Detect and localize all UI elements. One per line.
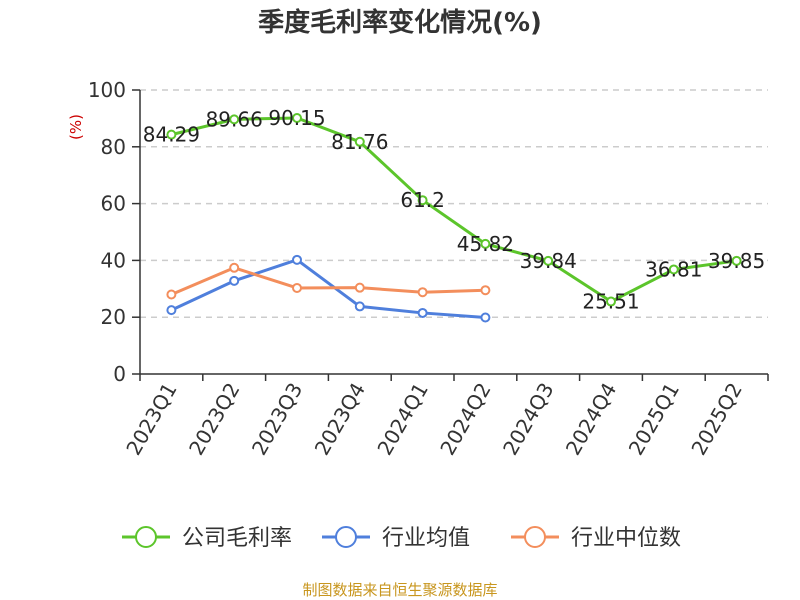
x-tick-label-2024Q2: 2024Q2 (435, 379, 495, 460)
chart-title: 季度毛利率变化情况(%) (258, 7, 542, 38)
data-label-2023Q1: 84.29 (143, 123, 200, 147)
data-point-0-2024Q2 (480, 238, 491, 249)
x-tick-label-2025Q1: 2025Q1 (624, 379, 684, 460)
y-tick-label-60: 60 (101, 192, 126, 216)
data-point-0-2023Q3 (292, 112, 302, 123)
data-point-2-2023Q4 (354, 282, 365, 293)
data-label-2023Q2: 89.66 (206, 107, 263, 131)
data-point-0-2024Q3 (543, 255, 554, 266)
y-tick-label-40: 40 (101, 248, 126, 272)
data-point-0-2023Q4 (354, 136, 365, 147)
data-label-2023Q4: 81.76 (331, 130, 388, 154)
source-note: 制图数据来自恒生聚源数据库 (302, 581, 497, 599)
data-point-2-2023Q3 (292, 282, 302, 293)
data-point-1-2024Q2 (480, 312, 491, 323)
legend-label-1: 行业均值 (382, 526, 470, 551)
data-point-0-2023Q1 (166, 129, 177, 140)
legend-label-0: 公司毛利率 (182, 526, 292, 551)
data-point-2-2024Q1 (417, 287, 428, 298)
y-tick-label-80: 80 (101, 135, 126, 159)
x-tick-label-2023Q4: 2023Q4 (310, 379, 370, 460)
series-line-1 (170, 258, 486, 319)
data-point-1-2023Q1 (166, 305, 177, 316)
data-label-2024Q4: 25.51 (582, 290, 639, 314)
legend-item-0[interactable]: 公司毛利率 (122, 526, 292, 551)
y-tick-label-20: 20 (101, 305, 126, 329)
series-layer (166, 112, 742, 323)
data-label-2023Q3: 90.15 (268, 106, 325, 130)
data-point-1-2023Q2 (229, 275, 240, 286)
y-tick-label-0: 0 (113, 362, 126, 386)
legend-marker-1 (335, 526, 357, 548)
legend-item-2[interactable]: 行业中位数 (511, 526, 681, 551)
data-point-1-2024Q1 (417, 307, 428, 318)
series-line-2 (170, 266, 486, 296)
gridlines (140, 89, 768, 318)
data-point-2-2023Q2 (229, 262, 240, 273)
data-point-0-2024Q4 (606, 296, 616, 307)
data-label-2025Q2: 39.85 (708, 249, 765, 273)
data-label-2024Q3: 39.84 (520, 249, 577, 273)
data-point-0-2025Q1 (668, 264, 679, 275)
x-tick-label-2024Q1: 2024Q1 (372, 379, 432, 460)
x-tick-label-2023Q3: 2023Q3 (247, 379, 307, 460)
y-axis-unit-label: (%) (67, 114, 85, 140)
data-point-0-2024Q1 (417, 195, 428, 206)
data-point-2-2023Q1 (166, 289, 177, 300)
data-point-0-2025Q2 (731, 255, 742, 266)
legend-marker-0 (135, 526, 157, 548)
data-label-2025Q1: 36.81 (645, 257, 702, 281)
x-tick-label-2024Q3: 2024Q3 (498, 379, 558, 460)
legend[interactable]: 公司毛利率 行业均值 行业中位数 (122, 526, 681, 551)
data-point-0-2023Q2 (229, 114, 240, 125)
legend-marker-2 (524, 526, 546, 548)
data-label-2024Q2: 45.82 (457, 232, 514, 256)
data-label-2024Q1: 61.2 (400, 188, 445, 212)
data-point-2-2024Q2 (480, 285, 491, 296)
data-point-1-2023Q3 (292, 254, 302, 265)
series-line-0 (171, 116, 737, 304)
x-tick-label-2024Q4: 2024Q4 (561, 379, 621, 460)
data-point-1-2023Q4 (354, 301, 365, 312)
legend-label-2: 行业中位数 (571, 526, 681, 551)
x-tick-label-2023Q2: 2023Q2 (184, 379, 244, 460)
legend-item-1[interactable]: 行业均值 (322, 526, 470, 551)
y-tick-label-100: 100 (88, 78, 126, 102)
x-tick-label-2025Q2: 2025Q2 (686, 379, 746, 460)
x-tick-label-2023Q1: 2023Q1 (121, 379, 181, 460)
